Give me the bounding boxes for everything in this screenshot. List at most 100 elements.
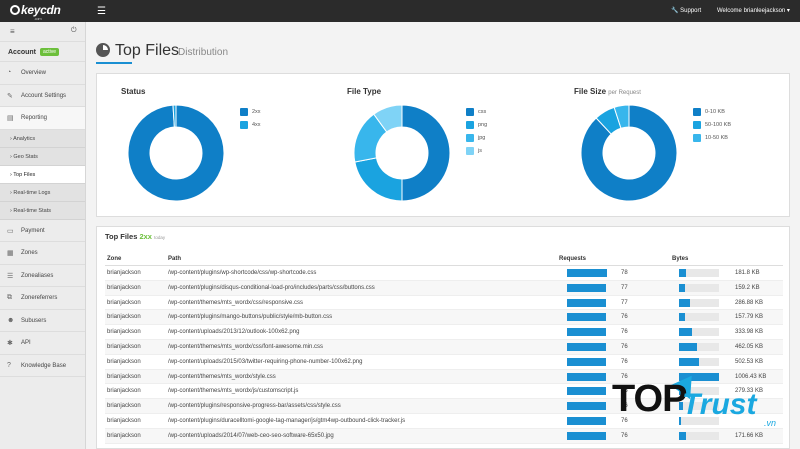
legend-item[interactable]: 4xx <box>240 121 261 134</box>
cell-path[interactable]: /wp-content/uploads/2015/03/twitter-requ… <box>168 358 363 365</box>
sidebar-item-api[interactable]: ✱ API <box>0 332 85 355</box>
col-requests[interactable]: Requests <box>559 256 587 262</box>
bytes-bar <box>679 298 691 307</box>
sidebar-item-zones[interactable]: ▦ Zones <box>0 242 85 265</box>
legend-item[interactable]: 10-50 KB <box>693 134 728 147</box>
table-row[interactable]: brianjackson/wp-content/plugins/disqus-c… <box>105 280 783 296</box>
cell-path[interactable]: /wp-content/uploads/2014/07/web-ceo-seo-… <box>168 432 334 439</box>
cell-path[interactable]: /wp-content/themes/mts_wordx/css/font-aw… <box>168 343 324 350</box>
cell-path[interactable]: /wp-content/plugins/wp-shortcode/css/wp-… <box>168 270 317 276</box>
cell-zone: brianjackson <box>107 343 141 350</box>
legend-swatch <box>466 134 474 142</box>
edit-icon: ✎ <box>7 92 13 100</box>
user-menu[interactable]: Welcome brianleejackson ▾ <box>717 8 790 14</box>
slice-png[interactable] <box>354 157 403 202</box>
cell-path[interactable]: /wp-content/plugins/duracelltomi-google-… <box>168 417 406 424</box>
cell-requests: 78 <box>621 270 628 276</box>
cell-path[interactable]: /wp-content/themes/mts_wordx/style.css <box>168 373 276 380</box>
keycdn-logo[interactable]: keycdn .com <box>10 3 61 21</box>
cell-path[interactable]: /wp-content/plugins/mango-buttons/public… <box>168 314 333 321</box>
sidebar-toggle-icon[interactable]: ≡ <box>10 27 15 36</box>
table-row[interactable]: brianjackson/wp-content/themes/mts_wordx… <box>105 296 783 311</box>
sidebar-item-label: Zones <box>21 250 38 256</box>
slice-2xx[interactable] <box>127 104 225 202</box>
link-icon: ⧉ <box>7 294 12 301</box>
cell-path[interactable]: /wp-content/plugins/disqus-conditional-l… <box>168 284 375 291</box>
table-row[interactable]: brianjackson/wp-content/uploads/2013/12/… <box>105 325 783 340</box>
table-row[interactable]: brianjackson/wp-content/plugins/wp-short… <box>105 266 783 281</box>
hamburger-menu-icon[interactable]: ☰ <box>97 6 106 17</box>
requests-bar <box>567 416 606 425</box>
list-icon: ☰ <box>7 272 14 280</box>
sidebar-item-label: Account Settings <box>21 92 67 99</box>
cell-zone: brianjackson <box>107 270 141 276</box>
page-title: Top Files <box>115 42 180 59</box>
slice-4xx[interactable] <box>172 104 177 128</box>
sidebar-sub-analytics[interactable]: › Analytics <box>0 129 85 148</box>
cell-path[interactable]: /wp-content/themes/mts_wordx/css/respons… <box>168 299 304 306</box>
legend-label: png <box>478 122 488 128</box>
sidebar-sub-label: Analytics <box>13 135 36 142</box>
sidebar-item-zonealiases[interactable]: ☰ Zonealiases <box>0 265 85 287</box>
power-icon[interactable]: ⏻ <box>71 27 77 34</box>
table-row[interactable]: brianjackson/wp-content/plugins/duracell… <box>105 414 783 429</box>
sidebar-sub-top-files[interactable]: › Top Files <box>0 165 85 184</box>
bytes-bar-track <box>679 402 719 411</box>
slice-css[interactable] <box>401 104 451 202</box>
cell-bytes: 279.33 KB <box>735 388 764 395</box>
sidebar: ≡ ⏻ Account active ◔ Overview ✎ Account … <box>0 22 86 449</box>
table-row[interactable]: brianjackson/wp-content/themes/mts_wordx… <box>105 339 783 355</box>
cell-path[interactable]: /wp-content/themes/mts_wordx/js/customsc… <box>168 388 299 395</box>
sidebar-item-payment[interactable]: ▭ Payment <box>0 220 85 242</box>
sidebar-item-zonereferrers[interactable]: ⧉ Zonereferrers <box>0 287 85 310</box>
slice-0-10 KB[interactable] <box>580 104 678 202</box>
legend-item[interactable]: 50-100 KB <box>693 121 731 134</box>
cell-path[interactable]: /wp-content/plugins/responsive-progress-… <box>168 403 341 410</box>
legend-item[interactable]: jpg <box>466 134 485 147</box>
bytes-bar-track <box>679 431 719 440</box>
bytes-bar-track <box>679 416 719 425</box>
bytes-bar <box>679 313 686 322</box>
cell-bytes: 159.2 KB <box>735 284 760 291</box>
file-type-legend: css png jpg js <box>466 108 487 160</box>
sidebar-sub-geo-stats[interactable]: › Geo Stats <box>0 147 85 166</box>
slice-10-50 KB[interactable] <box>613 104 630 129</box>
sidebar-item-knowledge-base[interactable]: ? Knowledge Base <box>0 355 85 377</box>
table-row[interactable]: brianjackson/wp-content/plugins/responsi… <box>105 399 783 414</box>
legend-item[interactable]: 2xx <box>240 108 261 121</box>
legend-item[interactable]: png <box>466 121 487 134</box>
cell-requests: 76 <box>621 388 628 395</box>
table-row[interactable]: brianjackson/wp-content/uploads/2014/07/… <box>105 428 783 444</box>
col-bytes[interactable]: Bytes <box>672 256 689 262</box>
chart-title: File Size per Request <box>574 87 641 96</box>
table-row[interactable]: brianjackson/wp-content/themes/mts_wordx… <box>105 384 783 400</box>
legend-label: 2xx <box>252 109 261 115</box>
legend-label: 50-100 KB <box>705 122 731 128</box>
table-row[interactable]: brianjackson/wp-content/uploads/2015/03/… <box>105 355 783 370</box>
legend-item[interactable]: js <box>466 147 482 160</box>
cell-path[interactable]: /wp-content/uploads/2013/12/outlook-100x… <box>168 329 300 336</box>
requests-bar <box>567 431 606 440</box>
requests-bar <box>567 402 606 411</box>
top-files-table: Zone Path Requests Bytes brianjackson/wp… <box>105 253 783 444</box>
sidebar-sub-realtime-logs[interactable]: › Real-time Logs <box>0 183 85 202</box>
sidebar-item-overview[interactable]: ◔ Overview <box>0 62 85 85</box>
col-path[interactable]: Path <box>168 256 182 262</box>
sidebar-item-subusers[interactable]: ☻ Subusers <box>0 310 85 332</box>
account-label: Account <box>8 49 36 56</box>
cell-requests: 76 <box>621 343 628 350</box>
cell-bytes: 1006.43 KB <box>735 373 767 380</box>
sidebar-sub-realtime-stats[interactable]: › Real-time Stats <box>0 201 85 220</box>
status-chart: Status 2xx 4xx <box>121 84 321 214</box>
slice-js[interactable] <box>373 104 403 133</box>
legend-item[interactable]: 0-10 KB <box>693 108 725 121</box>
legend-label: css <box>478 109 487 115</box>
sidebar-item-reporting[interactable]: ▤ Reporting <box>0 107 85 130</box>
bytes-bar <box>679 402 683 411</box>
sidebar-item-account-settings[interactable]: ✎ Account Settings <box>0 85 85 107</box>
table-row[interactable]: brianjackson/wp-content/plugins/mango-bu… <box>105 310 783 326</box>
legend-item[interactable]: css <box>466 108 486 121</box>
table-row[interactable]: brianjackson/wp-content/themes/mts_wordx… <box>105 369 783 385</box>
col-zone[interactable]: Zone <box>107 256 122 262</box>
support-link[interactable]: 🔧 Support <box>671 8 702 14</box>
